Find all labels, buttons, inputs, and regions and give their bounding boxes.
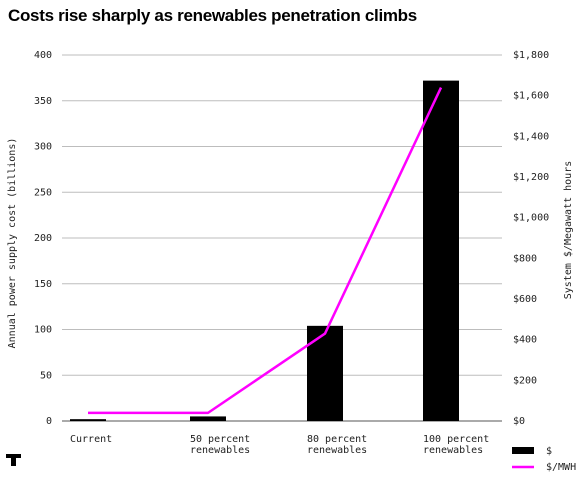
y-axis-label-right: System $/Megawatt hours: [563, 161, 574, 299]
x-tick-label: Current: [70, 434, 112, 445]
y-tick-label-left: 350: [34, 96, 52, 107]
bar: [70, 419, 106, 421]
bars: [70, 80, 459, 422]
y-tick-label-left: 50: [40, 370, 52, 381]
bar: [190, 416, 226, 421]
logo-icon: [6, 454, 21, 466]
line-series: [88, 87, 443, 415]
x-tick-label: 50 percent renewables: [190, 434, 250, 456]
right-axis-ticks: $0 $200 $400 $600 $800 $1,000 $1,200 $1,400 $1,6…: [513, 50, 549, 427]
bar: [307, 325, 343, 421]
chart-title: Costs rise sharply as renewables penetra…: [8, 6, 417, 25]
legend-label: $: [546, 446, 552, 457]
y-tick-label-left: 250: [34, 187, 52, 198]
legend-label: $/MWH: [546, 462, 576, 473]
y-tick-label-left: 150: [34, 279, 52, 290]
x-tick-label: 80 percent renewables: [307, 434, 367, 456]
x-tick-label: 100 percent renewables: [423, 434, 489, 456]
legend-swatch-bar: [512, 447, 534, 454]
y-tick-label-right: $400: [513, 335, 537, 346]
bar: [423, 80, 459, 422]
y-axis-label-left: Annual power supply cost (billions): [7, 138, 18, 349]
y-tick-label-left: 200: [34, 233, 52, 244]
y-tick-label-left: 300: [34, 142, 52, 153]
left-axis-ticks: 0 50 100 150 200 250 300 350 400: [34, 50, 52, 427]
y-tick-label-right: $200: [513, 375, 537, 386]
x-axis-ticks: Current 50 percent renewables 80 percent ren…: [70, 434, 489, 456]
y-tick-label-left: 0: [46, 416, 52, 427]
legend: $ $/MWH: [512, 446, 576, 473]
y-tick-label-right: $1,400: [513, 131, 549, 142]
y-tick-label-right: $1,800: [513, 50, 549, 61]
y-tick-label-right: $800: [513, 253, 537, 264]
y-tick-label-right: $1,200: [513, 172, 549, 183]
line-path: [88, 87, 443, 415]
y-tick-label-right: $0: [513, 416, 525, 427]
y-tick-label-left: 400: [34, 50, 52, 61]
y-tick-label-right: $600: [513, 294, 537, 305]
y-tick-label-right: $1,600: [513, 91, 549, 102]
y-tick-label-left: 100: [34, 325, 52, 336]
y-tick-label-right: $1,000: [513, 213, 549, 224]
